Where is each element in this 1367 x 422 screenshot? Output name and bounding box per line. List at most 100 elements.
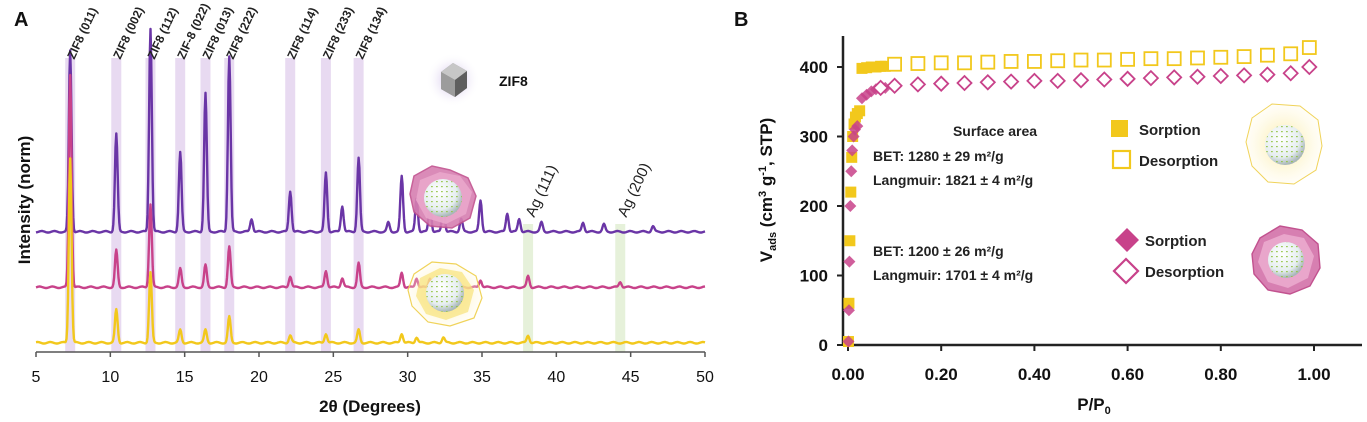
panel-a-letter: A	[14, 9, 28, 31]
x-tick-label-2: 15	[176, 369, 194, 386]
peak-band-7	[320, 58, 331, 352]
b-x-tick-label-2: 0.40	[1018, 365, 1051, 384]
yellow-particle-legend-illustration	[1245, 103, 1323, 185]
point-series-0-3	[845, 186, 857, 198]
b-x-axis-label: P/P0	[1077, 395, 1111, 417]
legend-label-yellow-desorption: Desorption	[1139, 153, 1218, 170]
b-y-tick-label-0: 0	[819, 336, 828, 355]
pink-langmuir-value: Langmuir: 1701 ± 4 m²/g	[873, 267, 1033, 283]
point-series-2-1	[842, 304, 855, 317]
point-series-1-9	[1096, 52, 1112, 68]
point-series-0-4	[846, 151, 858, 163]
point-series-0-15	[879, 60, 891, 72]
point-series-3-3	[932, 75, 950, 92]
point-series-3-8	[1049, 72, 1066, 90]
point-series-1-12	[1166, 51, 1182, 67]
b-x-tick-label-0: 0.00	[831, 365, 864, 384]
panel-b-letter: B	[734, 9, 748, 31]
point-series-3-6	[1002, 73, 1020, 90]
peak-band-4	[200, 58, 211, 352]
point-series-2-3	[844, 200, 857, 212]
ag-band-1	[615, 224, 626, 352]
x-tick-label-5: 30	[399, 369, 417, 386]
point-series-1-15	[1236, 49, 1252, 64]
point-series-2-4	[845, 165, 858, 178]
point-series-0-2	[844, 235, 856, 247]
point-series-1-5	[1003, 54, 1019, 69]
peak-label-0: ZIF8 (011)	[64, 5, 100, 61]
b-axis-ticks: 0 100 200 300 400 0.00 0.20 0.40 0.60 0.80 1.00	[800, 58, 1331, 384]
b-y-tick-label-4: 400	[800, 58, 828, 77]
b-x-tick-label-1: 0.20	[925, 365, 958, 384]
zif8-inset-label: ZIF8	[499, 73, 528, 89]
pink-bet-value: BET: 1200 ± 26 m²/g	[873, 243, 1004, 259]
x-tick-label-3: 20	[250, 369, 268, 386]
point-series-3-12	[1142, 69, 1160, 87]
peak-band-3	[175, 58, 186, 352]
b-y-tick-label-3: 300	[800, 128, 828, 147]
peak-band-5	[224, 58, 235, 352]
xrd-pattern-1	[35, 73, 706, 290]
b-y-axis-label: Vads (cm3 g-1, STP)	[757, 118, 779, 262]
legend-label-yellow-sorption: Sorption	[1139, 122, 1201, 139]
point-series-2-5	[846, 144, 859, 157]
panel-a: A 5 10 15 20 25 30 35 40 45 50 ZIF8 (011) ZIF8 (00…	[14, 1, 714, 416]
point-series-3-16	[1235, 67, 1253, 84]
point-series-1-14	[1213, 49, 1229, 65]
point-series-1-4	[980, 54, 996, 70]
peak-band-8	[353, 58, 364, 352]
peak-label-7: ZIF8 (233)	[320, 5, 356, 62]
x-tick-label-7: 40	[547, 369, 565, 386]
legend: Sorption Desorption Sorption Desorption	[1111, 120, 1224, 285]
point-series-3-0	[872, 79, 889, 97]
point-series-1-3	[957, 55, 972, 71]
x-axis-ticks: 5 10 15 20 25 30 35 40 45 50	[32, 352, 714, 386]
yellow-langmuir-value: Langmuir: 1821 ± 4 m²/g	[873, 172, 1033, 188]
point-series-3-18	[1282, 64, 1299, 82]
yellow-bet-value: BET: 1280 ± 29 m²/g	[873, 148, 1004, 164]
peak-label-8: ZIF8 (134)	[353, 5, 389, 62]
pink-particle-legend-illustration	[1251, 225, 1321, 295]
x-tick-label-0: 5	[32, 369, 41, 386]
point-series-3-13	[1165, 69, 1183, 86]
xrd-patterns	[35, 27, 706, 345]
yellow-composite-particle-illustration	[407, 261, 483, 327]
point-series-2-0	[842, 335, 855, 348]
b-y-tick-label-2: 200	[800, 197, 828, 216]
point-series-3-15	[1212, 67, 1230, 85]
legend-label-pink-desorption: Desorption	[1145, 264, 1224, 281]
b-x-tick-label-5: 1.00	[1297, 365, 1330, 384]
legend-label-pink-sorption: Sorption	[1145, 233, 1207, 250]
zif8-crystal-illustration	[426, 53, 480, 107]
ag-peak-labels: Ag (111) Ag (200)	[522, 160, 654, 219]
peak-band-1	[111, 58, 122, 352]
point-series-3-5	[979, 74, 997, 91]
pink-composite-particle-illustration	[409, 165, 477, 229]
ag-band-0	[523, 224, 534, 352]
point-series-3-7	[1026, 72, 1043, 90]
isotherm-points	[842, 40, 1318, 348]
point-series-1-0	[887, 56, 902, 72]
point-series-1-16	[1260, 47, 1275, 63]
point-series-1-17	[1283, 46, 1299, 62]
x-tick-label-8: 45	[622, 369, 640, 386]
ag-label-0: Ag (111)	[522, 162, 561, 219]
point-series-3-17	[1259, 66, 1276, 83]
x-tick-label-1: 10	[101, 369, 119, 386]
point-series-1-11	[1143, 51, 1159, 67]
point-series-3-11	[1119, 70, 1136, 88]
x-tick-label-6: 35	[473, 369, 491, 386]
xrd-pattern-2	[35, 157, 706, 345]
point-series-1-10	[1120, 51, 1135, 67]
legend-marker-yellow-desorption	[1111, 149, 1132, 170]
ag-label-1: Ag (200)	[615, 160, 655, 219]
point-series-2-8	[851, 120, 864, 133]
point-series-3-14	[1189, 68, 1206, 86]
peak-label-6: ZIF8 (114)	[284, 5, 320, 61]
y-axis-label: Intensity (norm)	[15, 136, 34, 264]
point-series-1-18	[1301, 40, 1317, 55]
point-series-3-4	[956, 74, 973, 92]
point-series-3-10	[1096, 71, 1113, 88]
b-y-tick-label-1: 100	[800, 267, 828, 286]
